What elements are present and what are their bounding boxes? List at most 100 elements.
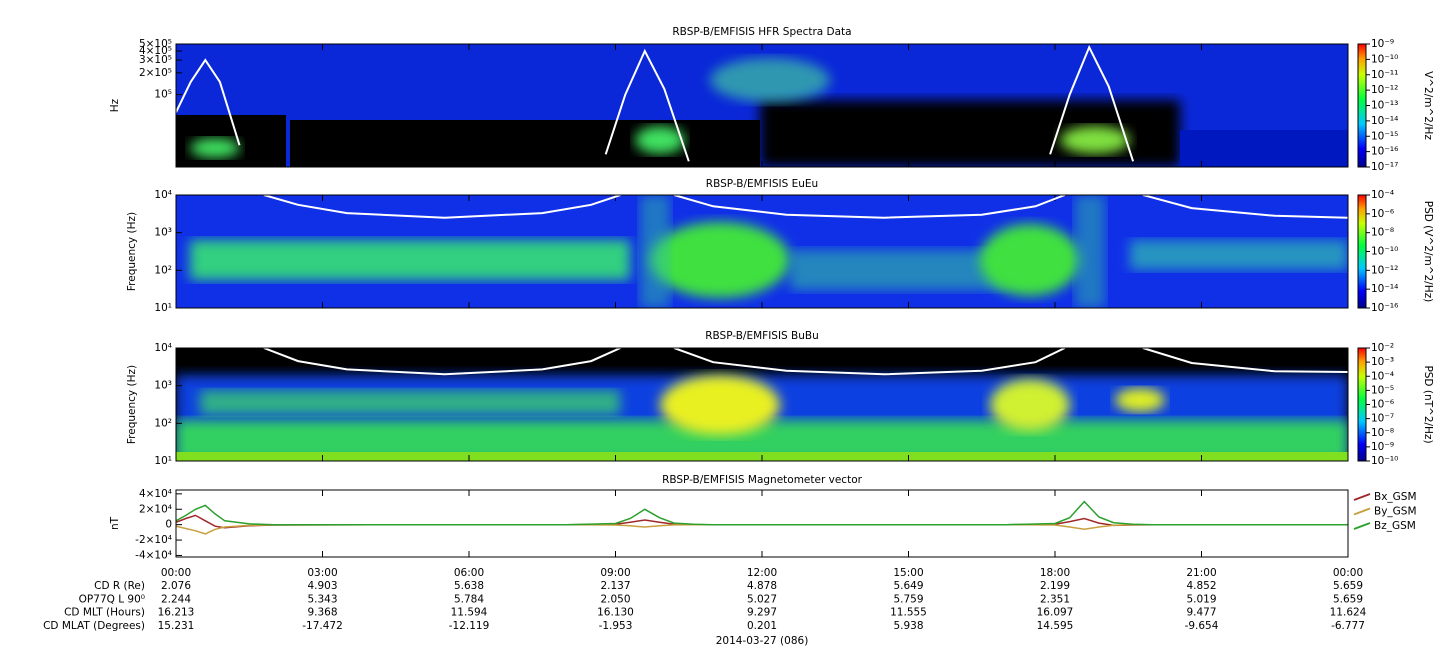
ephemeris-value: 5.659 [1333, 580, 1363, 592]
ephemeris-value: -17.472 [302, 620, 343, 632]
ephemeris-value: 11.555 [890, 607, 927, 619]
ephemeris-value: 2.199 [1040, 580, 1070, 592]
panel-title: RBSP-B/EMFISIS HFR Spectra Data [672, 26, 851, 38]
plot-frame [175, 347, 1349, 462]
plot-frame [175, 489, 1349, 558]
ephemeris-value: 5.759 [893, 593, 923, 605]
ephemeris-value: 5.649 [893, 580, 923, 592]
panel-title: RBSP-B/EMFISIS BuBu [705, 330, 819, 342]
spectrogram-image [176, 195, 1348, 308]
ephemeris-value: 2.137 [600, 580, 630, 592]
ephemeris-value: 0.201 [747, 620, 777, 632]
data-line [176, 523, 1348, 535]
ephemeris-label: CD R (Re) [94, 580, 145, 592]
colorbar-tick-label: 10⁻¹⁵ [1371, 130, 1398, 142]
colorbar-tick-label: 10⁻² [1371, 342, 1394, 354]
colorbar-tick-label: 10⁻⁹ [1371, 38, 1394, 50]
ephemeris-value: -9.654 [1185, 620, 1219, 632]
ephemeris-value: 15.231 [158, 620, 195, 632]
ephemeris-value: 9.368 [307, 607, 337, 619]
ephemeris-value: 5.343 [307, 593, 337, 605]
legend-label: Bx_GSM [1374, 491, 1417, 503]
colorbar-label: V^2/m^2/Hz [1422, 71, 1434, 140]
legend-label: Bz_GSM [1374, 520, 1416, 532]
colorbar-tick-label: 10⁻¹⁴ [1371, 283, 1398, 295]
x-tick-label: 03:00 [307, 567, 337, 579]
y-tick-label: 10⁵ [154, 89, 172, 101]
ephemeris-value: 16.097 [1037, 607, 1074, 619]
x-tick-label: 06:00 [454, 567, 484, 579]
colorbar-tick-label: 10⁻³ [1371, 356, 1394, 368]
ephemeris-value: 5.784 [454, 593, 484, 605]
ephemeris-value: 5.019 [1186, 593, 1216, 605]
ephemeris-value: 4.903 [307, 580, 337, 592]
spectrogram-image [176, 348, 1348, 461]
x-tick-label: 18:00 [1040, 567, 1070, 579]
overlay-curve [263, 348, 1348, 376]
colorbar [1358, 195, 1366, 308]
overlay-curve [176, 44, 1135, 162]
ephemeris-value: 5.659 [1333, 593, 1363, 605]
y-tick-label: 10¹ [154, 302, 172, 314]
ephemeris-label: OP77Q L 90⁰ [79, 593, 145, 605]
ephemeris-value: -1.953 [599, 620, 633, 632]
plot-area [176, 44, 1135, 162]
colorbar-tick-label: 10⁻¹⁶ [1371, 146, 1398, 158]
x-tick-label: 09:00 [600, 567, 630, 579]
legend-label: By_GSM [1374, 506, 1417, 518]
colorbar-tick-label: 10⁻⁸ [1371, 227, 1394, 239]
plot-area [263, 195, 1348, 219]
y-tick-label: 3×10⁵ [139, 54, 172, 66]
ephemeris-value: 2.244 [161, 593, 191, 605]
y-tick-label: 10¹ [154, 455, 172, 467]
legend-swatch [1353, 493, 1371, 501]
ephemeris-value: 11.624 [1330, 607, 1367, 619]
ephemeris-value: 14.595 [1037, 620, 1074, 632]
ephemeris-value: 5.938 [893, 620, 923, 632]
y-tick-label: 10⁴ [154, 189, 172, 201]
ephemeris-label: CD MLAT (Degrees) [43, 620, 145, 632]
colorbar-tick-label: 10⁻¹² [1371, 264, 1398, 276]
colorbar-tick-label: 10⁻¹⁰ [1371, 53, 1398, 65]
colorbar-label: PSD (nT^2/Hz) [1422, 365, 1434, 443]
ephemeris-value: 4.878 [747, 580, 777, 592]
plot-frame [175, 43, 1349, 168]
colorbar-tick-label: 10⁻¹⁶ [1371, 302, 1398, 314]
colorbar-tick-label: 10⁻¹⁷ [1371, 161, 1398, 173]
colorbar-tick-label: 10⁻¹⁰ [1371, 455, 1398, 467]
plot-frame [175, 194, 1349, 309]
spectrogram-image [176, 44, 1348, 167]
ephemeris-value: 5.638 [454, 580, 484, 592]
colorbar-label: PSD (V^2/m^2/Hz) [1422, 201, 1434, 302]
y-tick-label: 4×10⁴ [139, 488, 172, 500]
y-tick-label: -2×10⁴ [135, 534, 172, 546]
x-tick-label: 00:00 [1333, 567, 1363, 579]
y-axis-label: Hz [109, 98, 121, 112]
y-axis-label: Frequency (Hz) [126, 365, 138, 444]
y-tick-label: 10³ [154, 380, 172, 392]
data-line [176, 500, 1348, 526]
y-tick-label: 10² [154, 417, 172, 429]
x-tick-label: 15:00 [893, 567, 923, 579]
overlay-curve [263, 195, 1348, 219]
colorbar-tick-label: 10⁻¹⁰ [1371, 246, 1398, 258]
data-line [176, 514, 1348, 529]
colorbar-tick-label: 10⁻¹² [1371, 84, 1398, 96]
ephemeris-value: 2.351 [1040, 593, 1070, 605]
x-tick-label: 21:00 [1186, 567, 1216, 579]
colorbar-tick-label: 10⁻¹⁴ [1371, 115, 1398, 127]
colorbar-tick-label: 10⁻¹³ [1371, 100, 1398, 112]
ephemeris-value: 2.076 [161, 580, 191, 592]
ephemeris-value: 9.477 [1186, 607, 1216, 619]
y-axis-label: nT [109, 516, 121, 530]
y-tick-label: 10³ [154, 227, 172, 239]
x-tick-label: 00:00 [161, 567, 191, 579]
y-tick-label: -4×10⁴ [135, 549, 172, 561]
colorbar-tick-label: 10⁻⁷ [1371, 413, 1394, 425]
colorbar-tick-label: 10⁻⁵ [1371, 384, 1394, 396]
ephemeris-value: 16.130 [597, 607, 634, 619]
colorbar-tick-label: 10⁻⁶ [1371, 399, 1394, 411]
ephemeris-value: 11.594 [451, 607, 488, 619]
panel-title: RBSP-B/EMFISIS Magnetometer vector [662, 474, 863, 486]
